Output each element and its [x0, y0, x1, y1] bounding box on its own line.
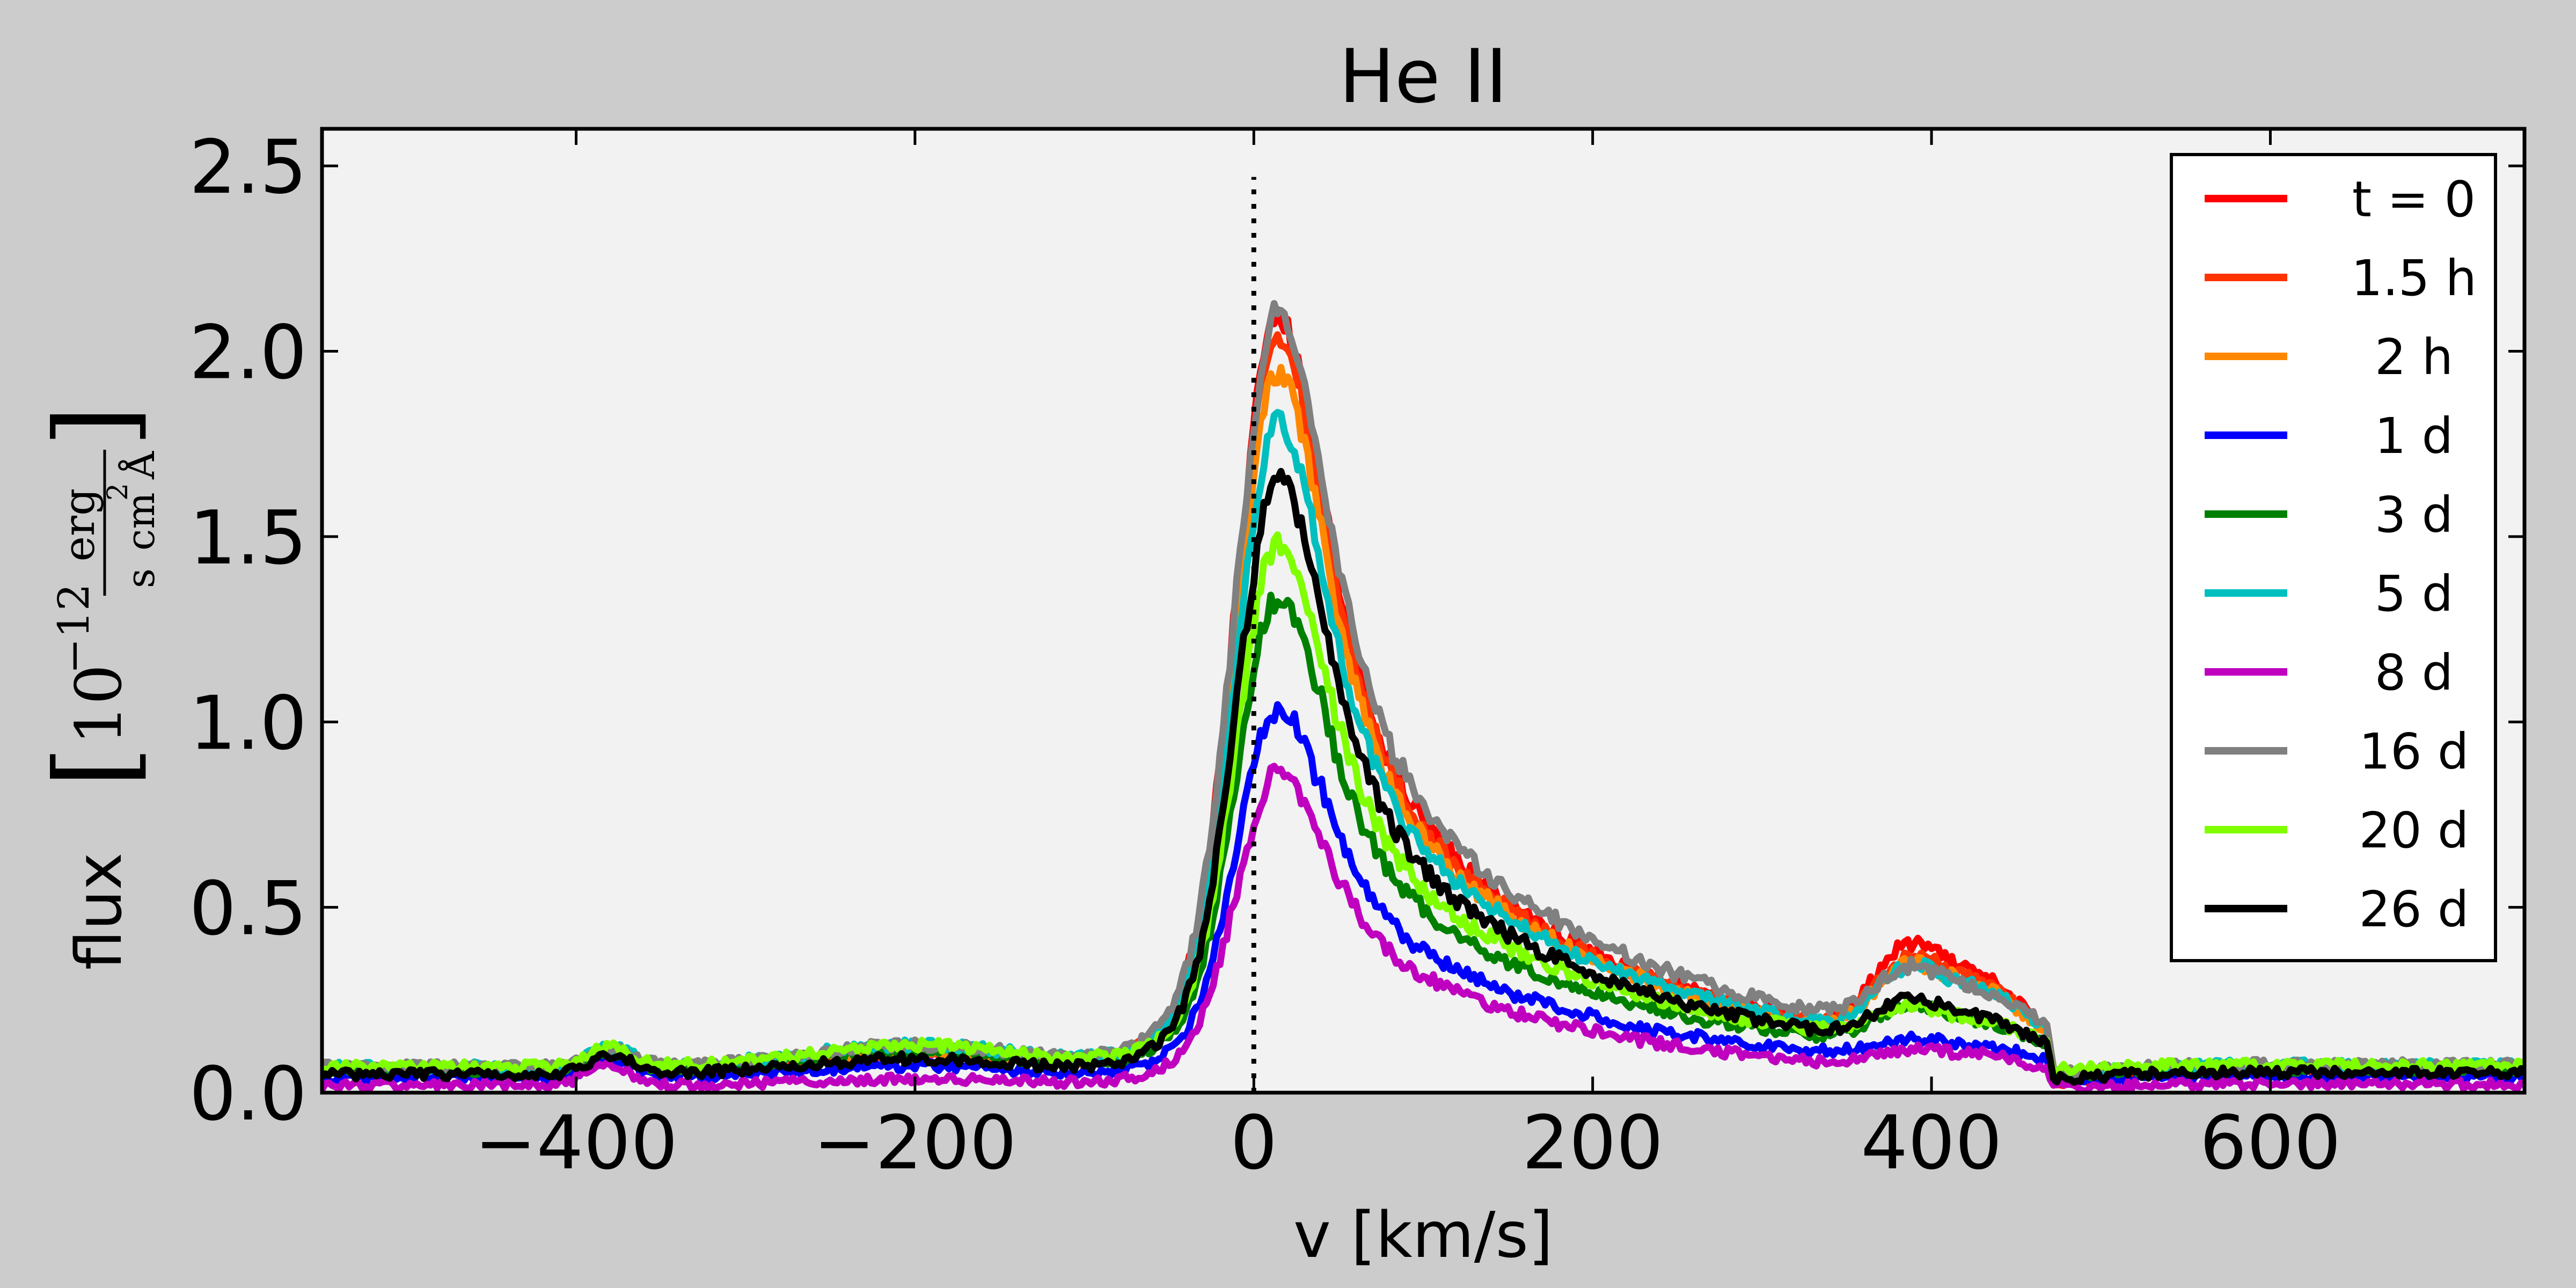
- y-tick-label: 2.0: [189, 309, 307, 396]
- x-tick-label: −200: [813, 1100, 1016, 1186]
- y-tick-labels: 0.0 0.5 1.0 1.5 2.0 2.5: [189, 124, 307, 1137]
- legend-label: 1 d: [2375, 407, 2453, 465]
- legend-label: 1.5 h: [2351, 250, 2477, 307]
- y-axis-denominator-s: s: [118, 568, 163, 588]
- legend-label: 16 d: [2359, 723, 2469, 780]
- legend-label: 2 h: [2375, 328, 2453, 386]
- y-axis-bracket-close: ]: [32, 405, 157, 447]
- y-tick-label: 2.5: [189, 124, 307, 210]
- y-axis-denominator-cm-exp: 2: [102, 483, 134, 501]
- legend-label: t = 0: [2352, 171, 2476, 228]
- plot-frame: [320, 127, 2527, 1095]
- x-tick-label: 200: [1522, 1100, 1663, 1186]
- series-line: [322, 763, 2524, 1093]
- x-tick-label: 0: [1230, 1100, 1277, 1186]
- x-axis-label: v [km/s]: [1293, 1198, 1553, 1272]
- legend-label: 5 d: [2375, 565, 2453, 623]
- plot-area: [322, 129, 2524, 1093]
- y-axis-numerator: erg: [54, 488, 104, 562]
- series-layer: [322, 300, 2524, 1093]
- y-axis-denominator-cm: cm: [118, 492, 163, 551]
- y-axis-label-prefix: flux: [62, 853, 136, 970]
- y-tick-label: 0.0: [189, 1051, 307, 1137]
- series-line: [322, 467, 2524, 1086]
- legend-label: 20 d: [2359, 802, 2469, 859]
- x-tick-labels: −400 −200 0 200 400 600: [474, 1100, 2341, 1186]
- y-axis-denominator-angstrom: Å: [118, 451, 163, 480]
- y-tick-label: 1.0: [189, 680, 307, 766]
- x-tick-label: −400: [474, 1100, 678, 1186]
- x-tick-label: 600: [2200, 1100, 2341, 1186]
- legend-label: 8 d: [2375, 644, 2453, 701]
- axis-ticks: [322, 129, 2524, 1094]
- y-tick-label: 0.5: [189, 866, 307, 952]
- y-axis-label: flux [ 10 −12 erg s cm 2 Å ]: [32, 405, 163, 970]
- y-tick-label: 1.5: [189, 495, 307, 581]
- legend: t = 0 1.5 h 2 h 1 d 3 d 5 d 8 d 16 d 20 d 26 d: [2170, 153, 2497, 962]
- series-line: [322, 531, 2524, 1076]
- legend-label: 3 d: [2375, 486, 2453, 544]
- y-axis-exponent: −12: [49, 583, 99, 674]
- y-axis-bracket-open: [: [32, 746, 157, 788]
- x-tick-label: 400: [1861, 1100, 2002, 1186]
- legend-label: 26 d: [2359, 881, 2469, 938]
- chart-title: He II: [1339, 33, 1507, 120]
- y-axis-power: 10: [62, 664, 136, 745]
